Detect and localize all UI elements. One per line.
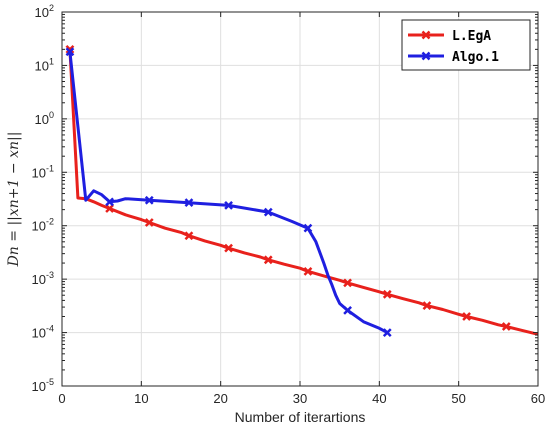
series-marker-L.EgA — [105, 204, 114, 213]
x-tick-label: 30 — [293, 391, 307, 406]
legend-marker-L.EgA — [421, 30, 431, 40]
axis-ticks: 0 10 20 30 40 50 60 10-5 10-4 10-3 10-2 10-1 100 101 1… — [32, 3, 546, 406]
series-marker-Algo.1 — [382, 328, 392, 337]
legend-box — [401, 19, 531, 71]
series-marker-L.EgA — [65, 44, 75, 54]
y-tick-label: 101 — [35, 56, 54, 73]
y-tick-label: 100 — [35, 110, 54, 127]
series-marker-Algo.1 — [184, 198, 194, 208]
series-line-L.EgA — [68, 49, 539, 336]
series-marker-Algo.1 — [224, 201, 233, 210]
series-marker-L.EgA — [303, 266, 313, 276]
series-marker-L.EgA — [382, 289, 392, 299]
y-tick-label: 102 — [35, 3, 54, 20]
y-tick-label: 10-5 — [32, 377, 54, 394]
y-tick-label: 10-2 — [32, 217, 54, 234]
series-marker-L.EgA — [501, 322, 511, 331]
series-marker-Algo.1 — [144, 195, 154, 205]
x-tick-label: 40 — [372, 391, 386, 406]
x-tick-label: 60 — [531, 391, 545, 406]
legend-label-L.EgA: L.EgA — [452, 29, 491, 44]
y-tick-label: 10-4 — [32, 324, 54, 341]
x-axis-label: Number of iterartions — [235, 409, 366, 425]
y-tick-label: 10-1 — [32, 163, 54, 180]
series-marker-Algo.1 — [303, 223, 313, 233]
series-marker-L.EgA — [263, 255, 273, 265]
x-tick-label: 0 — [58, 391, 65, 406]
series-layer — [65, 44, 539, 337]
series-marker-L.EgA — [462, 312, 471, 321]
y-tick-label: 10-3 — [32, 270, 54, 287]
y-axis-label: Dn = ||xn+1 − xn|| — [6, 132, 22, 268]
series-marker-L.EgA — [144, 218, 154, 227]
legend: L.EgA Algo.1 — [401, 19, 531, 71]
legend-marker-Algo.1 — [421, 51, 431, 61]
series-marker-L.EgA — [184, 231, 194, 241]
series-marker-L.EgA — [224, 243, 233, 253]
x-tick-label: 50 — [451, 391, 465, 406]
series-marker-L.EgA — [422, 301, 432, 310]
x-tick-label: 10 — [134, 391, 148, 406]
legend-label-Algo.1: Algo.1 — [452, 50, 499, 65]
series-marker-Algo.1 — [343, 306, 352, 315]
series-marker-L.EgA — [343, 278, 352, 288]
series-marker-Algo.1 — [65, 47, 75, 57]
series-marker-Algo.1 — [105, 197, 114, 207]
x-tick-label: 20 — [213, 391, 227, 406]
series-marker-Algo.1 — [263, 207, 273, 217]
